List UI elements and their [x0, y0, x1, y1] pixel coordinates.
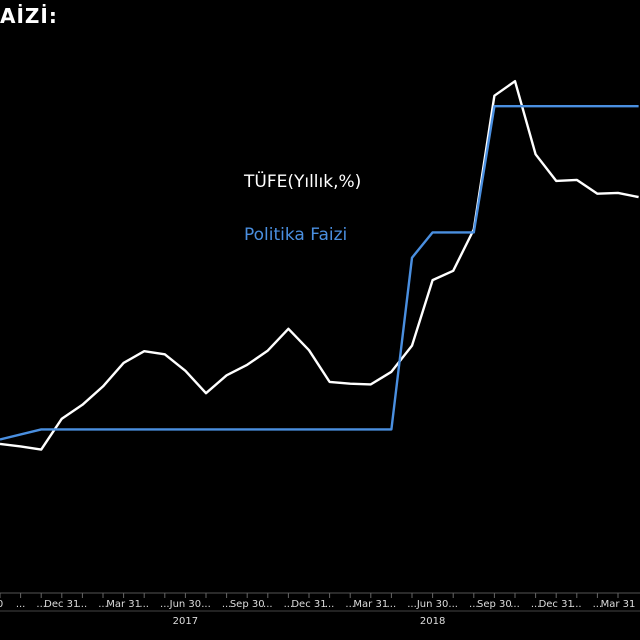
x-year-label: 2018 — [420, 616, 445, 627]
x-tick-label: Sep 30 — [230, 599, 265, 610]
x-tick-label: Dec 31 — [44, 599, 79, 610]
series-layer — [0, 79, 639, 451]
x-tick-label: ... — [469, 599, 479, 610]
x-tick-label: Mar 31 — [353, 599, 388, 610]
x-tick-label: Jun 30 — [416, 599, 449, 610]
x-year-label: 2017 — [173, 616, 198, 627]
x-axis: 0......Dec 31......Mar 31......Jun 30...… — [0, 592, 640, 627]
x-tick-label: ... — [284, 599, 294, 610]
series-policy-rate-line — [0, 104, 639, 441]
x-tick-label: ... — [78, 599, 88, 610]
chart-title: AİZİ: — [0, 4, 58, 28]
legend-entry-cpi: TÜFE(Yıllık,%) — [244, 172, 362, 192]
x-tick-label: ... — [345, 599, 355, 610]
x-tick-label: ... — [222, 599, 232, 610]
x-tick-label: ... — [201, 599, 211, 610]
x-tick-label: ... — [16, 599, 26, 610]
x-tick-label: Jun 30 — [169, 599, 202, 610]
x-tick-label: ... — [510, 599, 520, 610]
x-tick-label: ... — [572, 599, 582, 610]
x-tick-label: Mar 31 — [601, 599, 636, 610]
x-tick-label: ... — [98, 599, 108, 610]
x-tick-label: Sep 30 — [477, 599, 512, 610]
x-tick-label: ... — [448, 599, 458, 610]
x-tick-label: 0 — [0, 599, 3, 610]
x-tick-label: ... — [263, 599, 273, 610]
x-tick-label: ... — [325, 599, 335, 610]
x-tick-label: ... — [387, 599, 397, 610]
x-tick-label: ... — [531, 599, 541, 610]
x-tick-label: Dec 31 — [539, 599, 574, 610]
x-tick-label: ... — [36, 599, 46, 610]
x-tick-label: ... — [139, 599, 149, 610]
legend-entry-policy-rate: Politika Faizi — [244, 225, 348, 245]
x-tick-label: ... — [160, 599, 170, 610]
x-tick-label: ... — [593, 599, 603, 610]
x-tick-label: Mar 31 — [106, 599, 141, 610]
x-tick-label: ... — [407, 599, 417, 610]
series-cpi-line — [0, 79, 639, 451]
x-tick-label: Dec 31 — [291, 599, 326, 610]
